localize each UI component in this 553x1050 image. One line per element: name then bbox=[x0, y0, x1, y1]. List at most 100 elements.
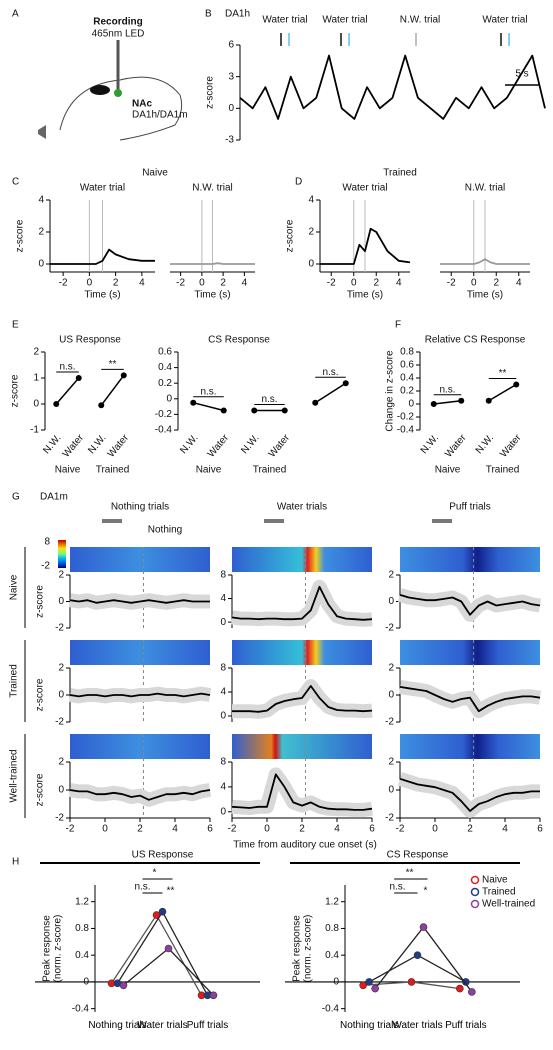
sig-label: n.s. bbox=[59, 362, 75, 373]
group-label: Trained bbox=[253, 465, 287, 476]
x-tick-label: 4 bbox=[334, 824, 340, 835]
panel-label: F bbox=[395, 320, 401, 331]
y-tick-label: 0 bbox=[58, 596, 64, 607]
y-tick-label: 2 bbox=[58, 570, 64, 581]
y-tick-label: 0.8 bbox=[400, 347, 414, 358]
event-label: Water trial bbox=[482, 15, 527, 26]
led-label: 465nm LED bbox=[92, 29, 145, 40]
y-tick-label: -0.2 bbox=[397, 412, 415, 423]
heatmap bbox=[232, 734, 372, 759]
series-point bbox=[462, 978, 470, 986]
group-label: Trained bbox=[486, 465, 520, 476]
y-tick-label: -0.4 bbox=[155, 425, 173, 436]
y-axis-title: z-score bbox=[35, 585, 46, 618]
y-tick-label: 0.6 bbox=[158, 347, 172, 358]
trace bbox=[320, 227, 411, 265]
legend-marker bbox=[470, 899, 480, 909]
sig-label: ** bbox=[167, 886, 175, 897]
trace bbox=[440, 258, 530, 265]
x-tick-label: 0 bbox=[471, 278, 477, 289]
x-tick-label: 2 bbox=[137, 824, 143, 835]
mean-point bbox=[342, 380, 349, 387]
sig-label: n.s. bbox=[322, 367, 338, 378]
pair-line bbox=[314, 382, 347, 404]
y-tick-label: 2 bbox=[58, 663, 64, 674]
y-tick-label: 0 bbox=[58, 785, 64, 796]
chart-title: CS Response bbox=[208, 335, 270, 346]
y-tick-label: 4 bbox=[308, 195, 314, 206]
cue-bar bbox=[264, 519, 284, 523]
panel-label: D bbox=[295, 177, 302, 188]
y-axis-title: Peak response bbox=[292, 915, 303, 982]
y-tick-label: 2 bbox=[388, 570, 394, 581]
x-axis-title: Time (s) bbox=[347, 290, 383, 301]
cue-bar bbox=[102, 519, 122, 523]
event-label: N.W. trial bbox=[400, 15, 441, 26]
panel-label: E bbox=[12, 320, 19, 331]
y-tick-label: 0 bbox=[220, 617, 226, 628]
mean-point bbox=[513, 381, 520, 388]
y-tick-label: 0.2 bbox=[400, 386, 414, 397]
heatmap bbox=[70, 547, 210, 572]
x-tick-label: 0 bbox=[264, 824, 270, 835]
mean-point bbox=[312, 399, 319, 406]
y-tick-label: 0 bbox=[408, 399, 414, 410]
series-point bbox=[209, 991, 218, 1000]
trace bbox=[231, 773, 373, 811]
y-tick-label: 0.4 bbox=[75, 950, 89, 961]
y-axis-title: z-score bbox=[35, 773, 46, 806]
x-axis-title: Time (s) bbox=[84, 290, 120, 301]
panel-label: H bbox=[12, 857, 19, 868]
x-axis-title: Time from auditory cue onset (s) bbox=[233, 840, 377, 851]
y-tick-label: 2 bbox=[33, 347, 39, 358]
heatmap bbox=[400, 734, 540, 759]
cue-bar bbox=[432, 519, 452, 523]
x-tick-label: 0 bbox=[199, 278, 205, 289]
group-label: Naive bbox=[196, 465, 222, 476]
y-axis-title: (norm. z-score) bbox=[303, 915, 314, 983]
group-label: Trained bbox=[383, 168, 417, 179]
x-tick-label: N.W. bbox=[239, 433, 261, 457]
x-tick-label: 2 bbox=[493, 278, 499, 289]
trace bbox=[399, 777, 540, 812]
colorbar-label: 8 bbox=[44, 537, 50, 548]
group-label: Naive bbox=[435, 465, 461, 476]
chart-title: N.W. trial bbox=[192, 183, 233, 194]
legend-marker bbox=[470, 887, 480, 897]
x-tick-label: 2 bbox=[220, 278, 226, 289]
y-tick-label: -1 bbox=[30, 425, 39, 436]
x-tick-label: 0 bbox=[87, 278, 93, 289]
legend-label: Trained bbox=[482, 887, 516, 898]
y-tick-label: 0 bbox=[220, 806, 226, 817]
y-tick-label: 0.8 bbox=[75, 923, 89, 934]
chart-title: CS Response bbox=[387, 850, 449, 861]
trace bbox=[50, 248, 155, 265]
x-tick-label: 6 bbox=[207, 824, 213, 835]
mean-point bbox=[458, 397, 465, 404]
x-tick-label: -2 bbox=[59, 278, 68, 289]
series-line bbox=[123, 947, 214, 996]
x-tick-label: 6 bbox=[369, 824, 375, 835]
y-tick-label: 1 bbox=[33, 373, 39, 384]
x-tick-label: Puff trials bbox=[445, 1020, 487, 1031]
trace bbox=[69, 789, 211, 801]
sig-label: n.s. bbox=[200, 386, 216, 397]
mean-point bbox=[281, 407, 288, 414]
x-tick-label: 0 bbox=[432, 824, 438, 835]
trace-band bbox=[231, 579, 373, 627]
y-tick-label: 2 bbox=[308, 227, 314, 238]
y-tick-label: 0 bbox=[388, 596, 394, 607]
y-axis-title: z-score bbox=[205, 76, 216, 109]
group-label: Naive bbox=[142, 168, 168, 179]
x-tick-label: Water bbox=[267, 432, 293, 460]
y-tick-label: -0.2 bbox=[155, 409, 173, 420]
y-tick-label: -2 bbox=[55, 813, 64, 824]
chart-title: US Response bbox=[132, 850, 194, 861]
y-tick-label: 1.2 bbox=[325, 896, 339, 907]
speaker bbox=[38, 125, 46, 139]
y-tick-label: -0.4 bbox=[72, 1003, 90, 1014]
mean-point bbox=[53, 401, 60, 407]
x-tick-label: 6 bbox=[537, 824, 543, 835]
chart-title: US Response bbox=[59, 335, 121, 346]
indicator-label: DA1m bbox=[40, 492, 68, 503]
